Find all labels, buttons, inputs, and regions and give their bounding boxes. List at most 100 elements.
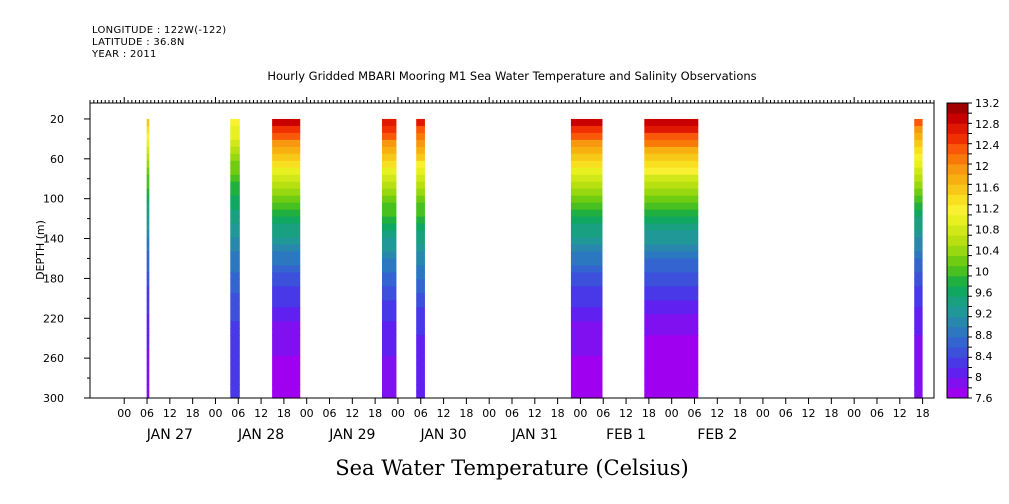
contour-band bbox=[416, 307, 425, 315]
contour-band bbox=[914, 146, 923, 155]
contour-band bbox=[570, 321, 603, 329]
x-day-label: FEB 1 bbox=[606, 427, 646, 443]
contour-band bbox=[230, 202, 240, 211]
contour-band bbox=[914, 265, 923, 274]
contour-band bbox=[570, 188, 603, 197]
contour-band bbox=[146, 174, 150, 183]
x-tick-label: 18 bbox=[916, 407, 930, 420]
contour-band bbox=[416, 188, 425, 197]
contour-band bbox=[381, 370, 397, 378]
contour-band bbox=[272, 160, 301, 169]
contour-band bbox=[914, 188, 923, 197]
contour-band bbox=[570, 139, 603, 148]
contour-band bbox=[272, 216, 301, 225]
colorbar-label: 13.2 bbox=[975, 97, 1000, 110]
contour-band bbox=[570, 160, 603, 169]
contour-band bbox=[230, 223, 240, 232]
contour-band bbox=[416, 314, 425, 322]
contour-band bbox=[381, 307, 397, 315]
contour-band bbox=[914, 342, 923, 350]
x-tick-label: 00 bbox=[300, 407, 314, 420]
contour-band bbox=[914, 160, 923, 169]
x-tick-label: 00 bbox=[482, 407, 496, 420]
contour-band bbox=[914, 244, 923, 253]
data-segment bbox=[416, 118, 425, 399]
contour-band bbox=[272, 230, 301, 239]
colorbar-label: 11.2 bbox=[975, 202, 1000, 215]
contour-band bbox=[644, 174, 699, 183]
contour-band bbox=[230, 293, 240, 301]
contour-band bbox=[230, 314, 240, 322]
contour-band bbox=[146, 307, 150, 315]
contour-band bbox=[914, 279, 923, 287]
contour-band bbox=[570, 363, 603, 371]
contour-band bbox=[230, 321, 240, 329]
contour-band bbox=[570, 342, 603, 350]
contour-band bbox=[644, 167, 699, 176]
contour-band bbox=[381, 279, 397, 287]
y-tick-label: 20 bbox=[50, 113, 64, 126]
contour-band bbox=[230, 188, 240, 197]
colorbar-label: 12 bbox=[975, 160, 989, 173]
contour-band bbox=[644, 265, 699, 274]
contour-band bbox=[146, 118, 150, 127]
latitude-label: LATITUDE : 36.8N bbox=[92, 37, 185, 48]
contour-band bbox=[272, 293, 301, 301]
contour-band bbox=[914, 377, 923, 385]
x-tick-label: 00 bbox=[391, 407, 405, 420]
contour-band bbox=[272, 251, 301, 260]
contour-band bbox=[272, 153, 301, 162]
colorbar-swatch bbox=[947, 204, 968, 216]
contour-band bbox=[146, 349, 150, 357]
contour-band bbox=[914, 258, 923, 267]
contour-band bbox=[381, 216, 397, 225]
contour-band bbox=[416, 384, 425, 392]
contour-band bbox=[570, 279, 603, 287]
colorbar-frame bbox=[946, 102, 969, 399]
contour-band bbox=[570, 181, 603, 190]
contour-band bbox=[416, 160, 425, 169]
contour-band bbox=[272, 181, 301, 190]
colorbar-swatch bbox=[947, 164, 968, 175]
contour-band bbox=[146, 300, 150, 308]
contour-band bbox=[381, 300, 397, 308]
contour-band bbox=[272, 286, 301, 294]
colorbar-swatch bbox=[947, 336, 968, 348]
colorbar-swatch bbox=[947, 103, 968, 114]
colorbar-label: 9.6 bbox=[975, 287, 993, 300]
x-day-label: FEB 2 bbox=[697, 427, 737, 443]
contour-band bbox=[381, 146, 397, 155]
contour-band bbox=[272, 125, 301, 134]
plot-area bbox=[146, 118, 923, 399]
contour-band bbox=[272, 370, 301, 378]
contour-band bbox=[381, 125, 397, 134]
contour-band bbox=[381, 139, 397, 148]
contour-band bbox=[146, 286, 150, 294]
contour-band bbox=[914, 195, 923, 204]
contour-band bbox=[381, 251, 397, 260]
x-tick-label: 18 bbox=[642, 407, 656, 420]
contour-band bbox=[272, 272, 301, 281]
x-tick-label: 18 bbox=[459, 407, 473, 420]
colorbar-label: 7.6 bbox=[975, 392, 993, 405]
contour-band bbox=[570, 244, 603, 253]
x-tick-label: 12 bbox=[893, 407, 907, 420]
contour-band bbox=[146, 335, 150, 343]
contour-band bbox=[146, 265, 150, 274]
y-tick-label: 180 bbox=[43, 272, 64, 285]
colorbar-swatch bbox=[947, 143, 968, 155]
contour-band bbox=[644, 125, 699, 134]
contour-band bbox=[230, 307, 240, 315]
contour-band bbox=[381, 174, 397, 183]
contour-band bbox=[644, 286, 699, 294]
contour-band bbox=[416, 195, 425, 204]
x-tick-label: 00 bbox=[756, 407, 770, 420]
x-tick-label: 12 bbox=[254, 407, 268, 420]
contour-band bbox=[416, 363, 425, 371]
contour-band bbox=[146, 195, 150, 204]
contour-band bbox=[272, 146, 301, 155]
contour-band bbox=[146, 328, 150, 336]
contour-band bbox=[644, 230, 699, 239]
colorbar-swatch bbox=[947, 153, 968, 165]
